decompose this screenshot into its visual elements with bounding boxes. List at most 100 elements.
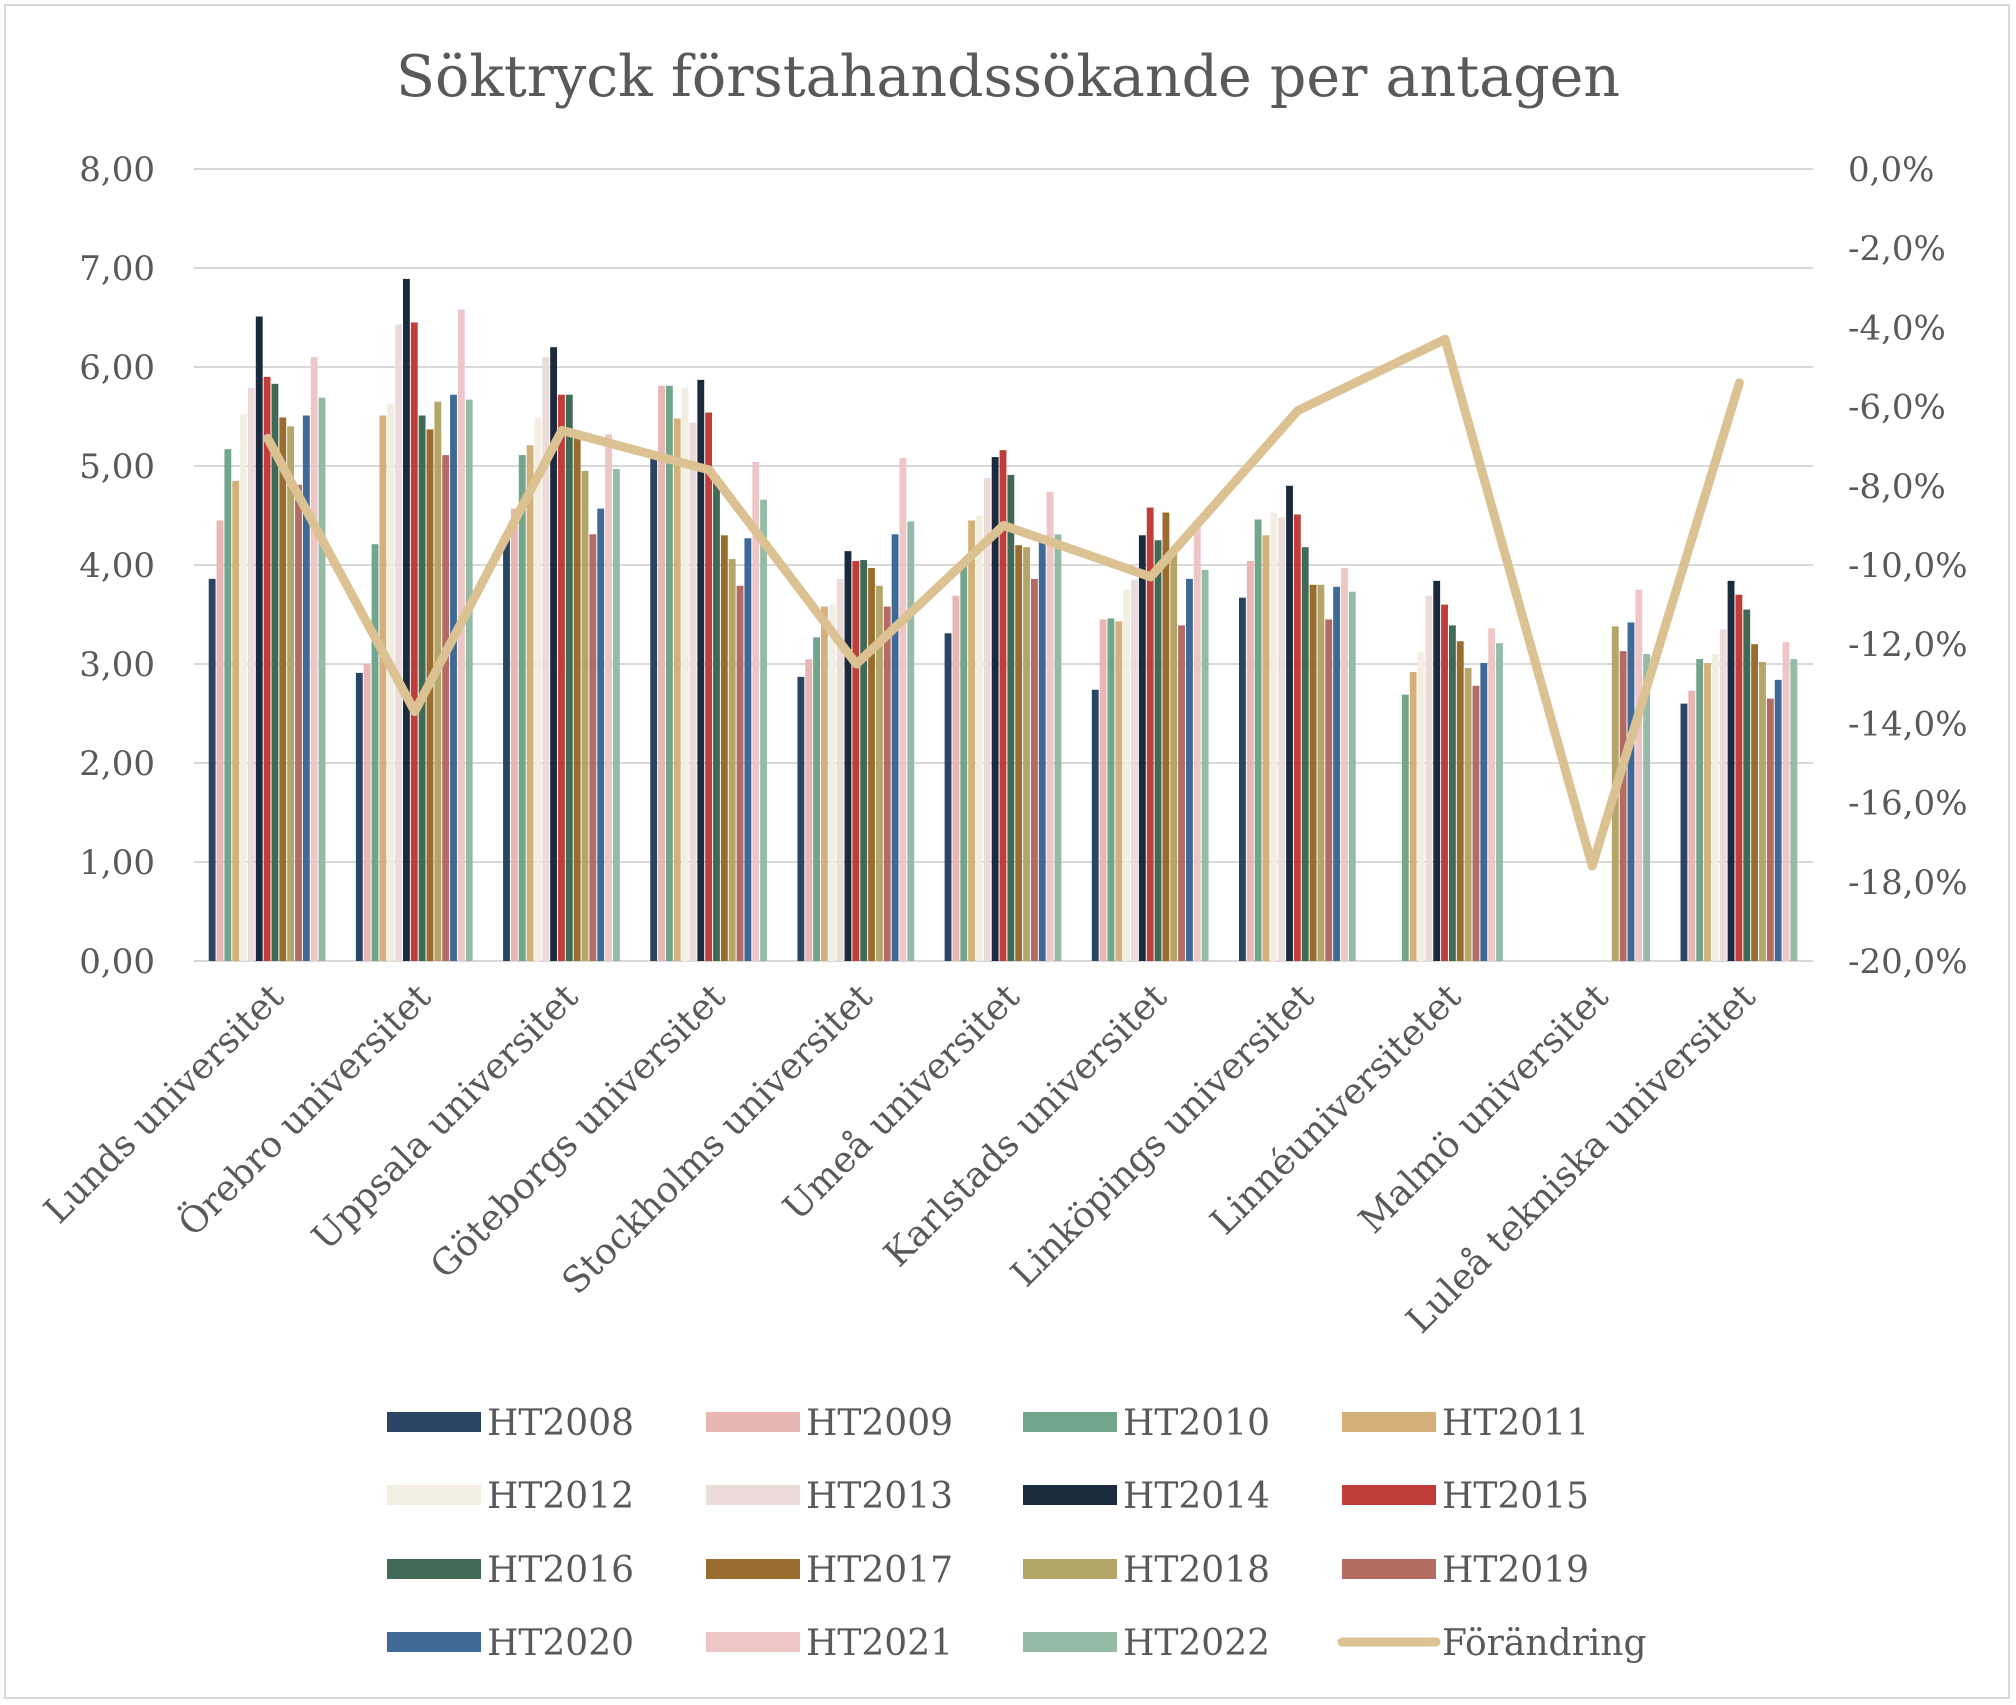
legend-swatch [1023, 1559, 1117, 1579]
legend-swatch [706, 1559, 800, 1579]
bar-ht2010 [518, 455, 526, 961]
bar-ht2010 [1107, 618, 1115, 961]
y-right-tick-label: -4,0% [1848, 308, 1946, 348]
legend-label: HT2017 [806, 1550, 953, 1591]
bar-ht2016 [713, 475, 720, 961]
bar-ht2018 [581, 470, 589, 961]
bar-ht2022 [907, 521, 915, 961]
y-left-tick-label: 8,00 [79, 150, 155, 190]
bar-ht2020 [1186, 578, 1193, 961]
bar-ht2016 [1743, 609, 1751, 961]
bar-ht2014 [1727, 580, 1735, 961]
bar-ht2018 [1317, 584, 1325, 961]
bar-ht2018 [434, 401, 442, 961]
legend-item-ht2008: HT2008 [387, 1403, 634, 1444]
legend-label: HT2021 [806, 1623, 953, 1664]
bar-ht2022 [1348, 591, 1356, 961]
category-label: Malmö universitet [1351, 976, 1617, 1242]
bar-ht2019 [883, 606, 891, 961]
bar-ht2022 [760, 499, 768, 961]
y-left-tick-label: 6,00 [79, 348, 155, 388]
legend-swatch [1023, 1485, 1117, 1505]
bar-ht2020 [1480, 663, 1488, 961]
bar-ht2016 [860, 560, 868, 961]
legend-swatch [387, 1559, 481, 1579]
bar-ht2018 [728, 559, 736, 961]
bar-ht2011 [968, 520, 976, 961]
bar-ht2011 [1262, 535, 1270, 961]
bar-ht2020 [450, 394, 457, 962]
bar-ht2014 [402, 278, 410, 961]
bar-ht2021 [899, 458, 907, 961]
bar-ht2015 [1293, 514, 1301, 961]
bar-ht2014 [1138, 535, 1146, 961]
legend-label: HT2012 [487, 1476, 634, 1517]
bar-ht2010 [813, 637, 820, 961]
bar-ht2018 [1023, 547, 1030, 961]
bar-ht2019 [442, 455, 450, 961]
legend-label: HT2009 [806, 1403, 953, 1444]
bar-ht2021 [310, 357, 318, 962]
legend-label: HT2008 [487, 1403, 634, 1444]
bar-ht2018 [875, 585, 883, 961]
bar-ht2015 [410, 322, 418, 961]
bar-ht2016 [1448, 625, 1456, 961]
legend-item-ht2022: HT2022 [1023, 1623, 1270, 1664]
bar-ht2013 [983, 477, 991, 961]
legend-swatch [387, 1632, 481, 1652]
bar-ht2013 [1278, 517, 1286, 961]
bar-ht2011 [1115, 621, 1123, 961]
bar-ht2016 [271, 383, 279, 962]
bar-ht2017 [573, 431, 581, 962]
bar-ht2018 [1759, 662, 1766, 961]
bar-ht2008 [208, 578, 216, 961]
bar-ht2022 [612, 468, 620, 961]
legend-swatch [387, 1485, 481, 1505]
legend-item-ht2021: HT2021 [706, 1623, 953, 1664]
legend-swatch [387, 1412, 481, 1432]
category-label: Örebro universitet [170, 975, 439, 1244]
bar-ht2011 [1704, 663, 1711, 961]
bar-ht2015 [263, 376, 271, 961]
bar-ht2010 [1254, 519, 1262, 961]
legend-item-ht2019: HT2019 [1342, 1550, 1589, 1591]
y-left-tick-label: 5,00 [79, 447, 155, 487]
bar-ht2017 [1162, 512, 1170, 961]
bar-ht2021 [1341, 567, 1348, 961]
legend-item-ht2011: HT2011 [1342, 1403, 1589, 1444]
bar-ht2011 [673, 418, 681, 962]
bar-ht2022 [1054, 534, 1062, 961]
bar-ht2014 [991, 457, 999, 961]
category-label: Linköpings universitet [1003, 976, 1322, 1295]
bar-ht2009 [216, 520, 224, 961]
bar-ht2019 [295, 484, 302, 961]
bar-ht2015 [999, 450, 1007, 961]
bar-ht2019 [1619, 651, 1627, 961]
bar-ht2011 [820, 606, 828, 961]
bar-ht2010 [224, 449, 232, 961]
bar-ht2009 [1099, 619, 1107, 961]
legend-swatch [1023, 1412, 1117, 1432]
bar-ht2019 [1766, 698, 1774, 961]
bar-ht2015 [1146, 507, 1154, 961]
bar-ht2011 [379, 415, 387, 961]
y-left-tick-label: 0,00 [79, 942, 155, 982]
bar-ht2018 [1464, 667, 1472, 961]
category-label: Stockholms universitet [555, 976, 881, 1302]
bar-ht2016 [1154, 540, 1162, 961]
legend-item-ht2013: HT2013 [706, 1476, 953, 1517]
bar-ht2015 [558, 394, 565, 962]
legend-label: HT2019 [1442, 1550, 1589, 1591]
bar-ht2008 [1091, 689, 1099, 961]
bar-ht2009 [1246, 561, 1254, 961]
bar-ht2018 [1170, 553, 1178, 961]
y-left-tick-label: 4,00 [79, 546, 155, 586]
bar-ht2019 [736, 585, 744, 961]
y-right-tick-label: 0,0% [1848, 150, 1934, 190]
bar-ht2011 [1409, 671, 1417, 961]
bar-ht2016 [565, 394, 573, 962]
y-right-tick-label: -14,0% [1848, 704, 1968, 744]
legend-item-ht2020: HT2020 [387, 1623, 634, 1664]
bar-ht2013 [1131, 579, 1138, 961]
bar-ht2011 [232, 480, 240, 961]
